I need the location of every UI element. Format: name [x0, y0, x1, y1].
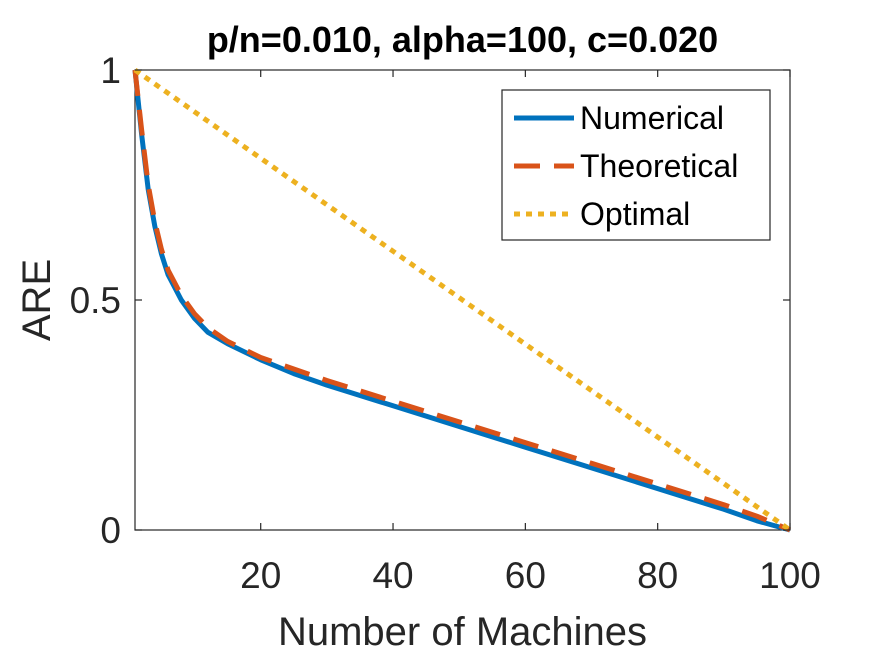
series-line-theoretical	[132, 69, 791, 533]
x-tick-label: 60	[505, 555, 546, 596]
x-tick-label: 40	[372, 555, 413, 596]
y-axis-label: ARE	[15, 259, 59, 341]
y-tick-label: 1	[100, 50, 121, 91]
legend: Numerical Theoretical Optimal	[501, 89, 771, 241]
x-tick-label: 100	[759, 555, 821, 596]
x-tick-label: 20	[240, 555, 281, 596]
legend-label-optimal: Optimal	[580, 196, 690, 232]
x-tick-label: 80	[637, 555, 678, 596]
legend-label-numerical: Numerical	[580, 100, 724, 136]
chart-title: p/n=0.010, alpha=100, c=0.020	[207, 19, 718, 60]
series-line-optimal	[133, 67, 792, 533]
y-tick-label: 0.5	[70, 280, 121, 321]
legend-label-theoretical: Theoretical	[580, 148, 738, 184]
legend-box	[501, 89, 771, 241]
y-tick-label: 0	[100, 510, 121, 551]
x-axis-label: Number of Machines	[278, 610, 647, 654]
series-layer	[132, 67, 792, 533]
ticks-layer: 20 40 60 80 100 0 0.5 1	[70, 50, 821, 596]
